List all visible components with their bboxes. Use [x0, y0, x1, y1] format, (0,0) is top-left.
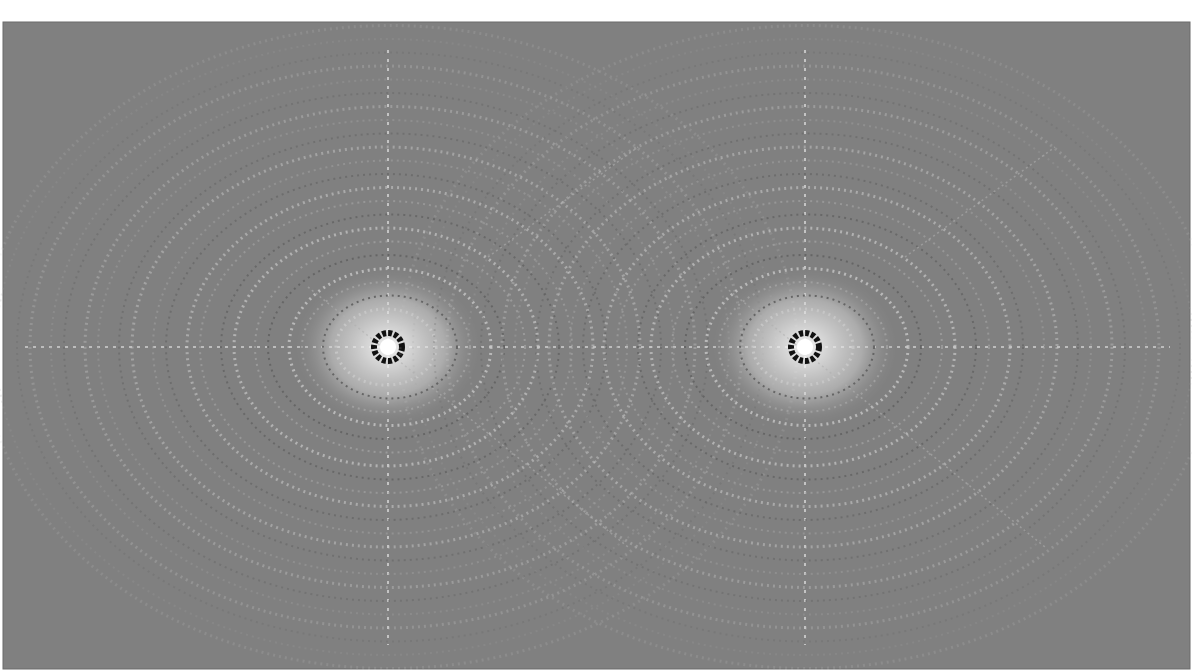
page: (() => { const svg = document.getElement…	[0, 0, 1192, 671]
center-bright	[380, 339, 396, 355]
center-bright	[797, 339, 813, 355]
diffraction-figure	[0, 0, 1192, 671]
top-strip	[0, 0, 1192, 22]
